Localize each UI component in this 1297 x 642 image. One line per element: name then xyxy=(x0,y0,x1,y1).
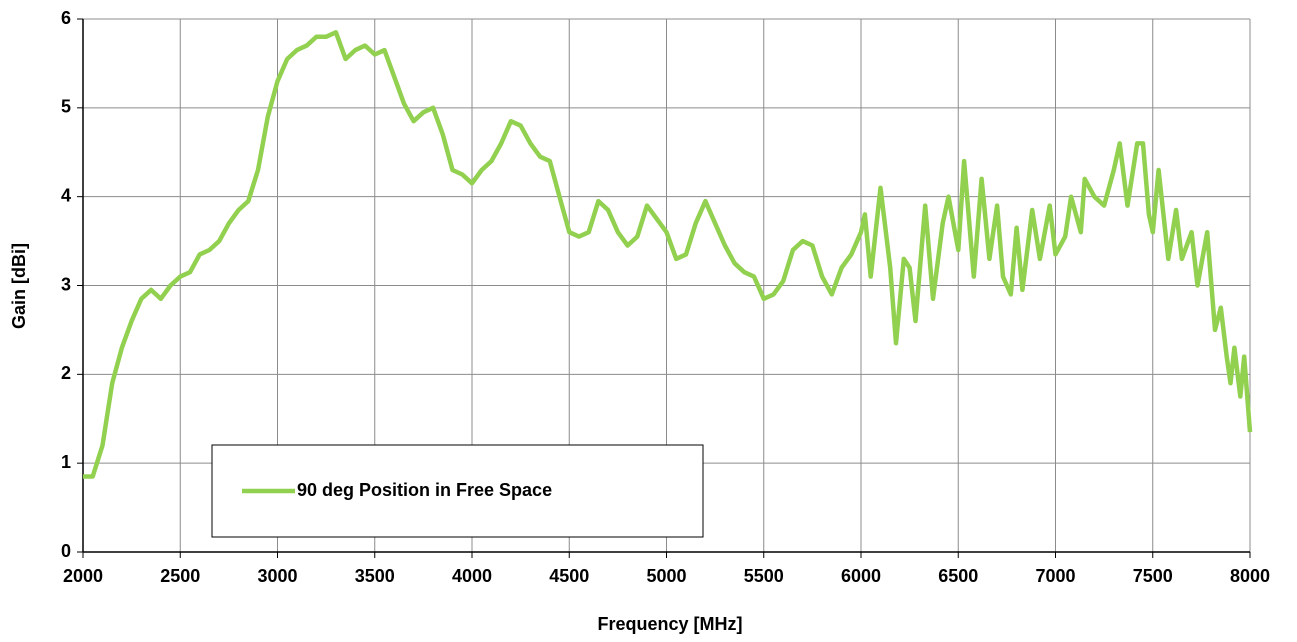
y-tick-label: 3 xyxy=(61,274,71,294)
y-tick-label: 5 xyxy=(61,97,71,117)
x-tick-label: 2000 xyxy=(63,566,103,586)
x-tick-label: 4500 xyxy=(549,566,589,586)
x-axis-label: Frequency [MHz] xyxy=(597,614,742,634)
y-tick-label: 1 xyxy=(61,452,71,472)
x-tick-label: 4000 xyxy=(452,566,492,586)
y-tick-label: 4 xyxy=(61,185,71,205)
y-tick-label: 2 xyxy=(61,363,71,383)
x-tick-label: 2500 xyxy=(160,566,200,586)
x-tick-label: 3500 xyxy=(355,566,395,586)
legend: 90 deg Position in Free Space xyxy=(211,444,704,538)
x-tick-label: 7000 xyxy=(1035,566,1075,586)
y-tick-label: 0 xyxy=(61,541,71,561)
x-tick-label: 8000 xyxy=(1230,566,1270,586)
data-line xyxy=(83,30,1253,479)
y-axis-label: Gain [dBi] xyxy=(9,243,29,329)
x-tick-label: 7500 xyxy=(1133,566,1173,586)
y-tick-label: 6 xyxy=(61,8,71,28)
x-tick-label: 5500 xyxy=(744,566,784,586)
x-tick-label: 6000 xyxy=(841,566,881,586)
x-tick-label: 5000 xyxy=(646,566,686,586)
legend-label: 90 deg Position in Free Space xyxy=(297,480,552,500)
x-tick-label: 6500 xyxy=(938,566,978,586)
x-tick-label: 3000 xyxy=(257,566,297,586)
